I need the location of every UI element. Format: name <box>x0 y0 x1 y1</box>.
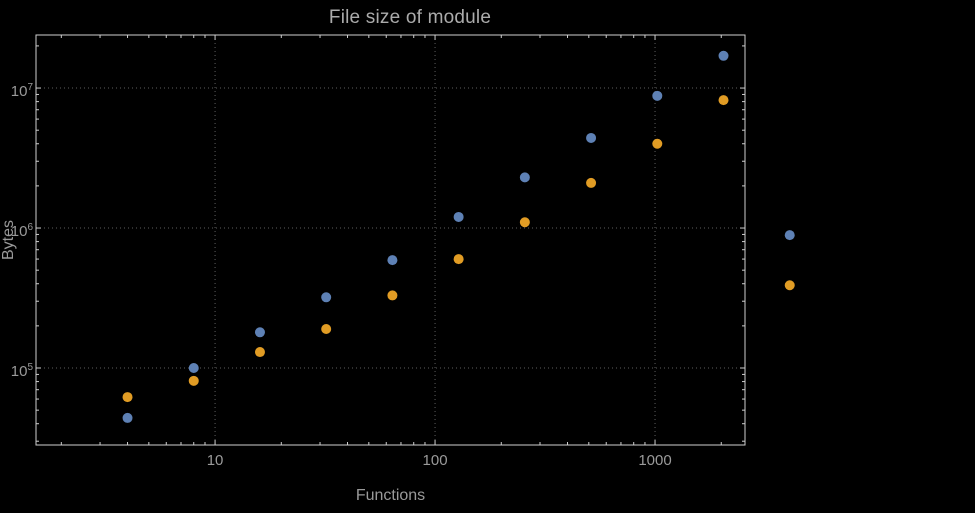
data-point-series-2 <box>387 290 398 301</box>
data-point-series-1 <box>586 132 597 143</box>
data-point-series-2 <box>321 323 332 334</box>
y-tick-label: 107 <box>10 82 33 101</box>
data-point-series-2 <box>453 254 464 265</box>
x-tick-label: 10 <box>206 452 224 469</box>
x-axis-label: Functions <box>355 487 426 504</box>
data-point-series-1 <box>652 90 663 101</box>
plot-frame <box>35 34 746 446</box>
data-point-series-2 <box>718 95 729 106</box>
data-point-series-1 <box>122 412 133 423</box>
data-point-series-2 <box>254 347 265 358</box>
data-point-series-2 <box>784 280 795 291</box>
data-point-series-1 <box>718 50 729 61</box>
data-point-series-1 <box>188 363 199 374</box>
chart-title: File size of module <box>328 7 492 28</box>
data-point-series-2 <box>122 392 133 403</box>
data-point-series-1 <box>784 230 795 241</box>
data-point-series-1 <box>254 327 265 338</box>
y-tick-label: 106 <box>10 222 33 241</box>
data-point-series-1 <box>321 292 332 303</box>
data-point-series-1 <box>387 255 398 266</box>
data-point-series-1 <box>453 211 464 222</box>
data-point-series-2 <box>519 217 530 228</box>
data-point-series-2 <box>652 138 663 149</box>
data-point-series-1 <box>519 172 530 183</box>
x-tick-label: 100 <box>422 452 448 469</box>
y-tick-label: 105 <box>10 362 33 380</box>
x-tick-label: 1000 <box>638 452 672 469</box>
data-point-series-2 <box>586 177 597 188</box>
data-point-series-2 <box>188 375 199 386</box>
